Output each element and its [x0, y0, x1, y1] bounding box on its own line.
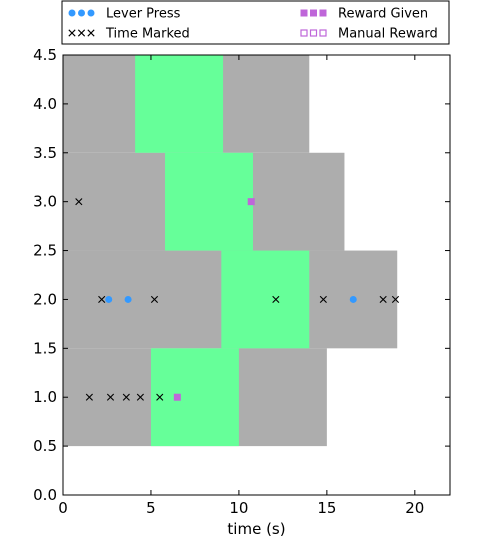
axis-ticks: 0 5 10 15 20 0.0 0.5 1.0 1.5 2.0 2.5 3.0 3.5 4.0 4.5 [33, 46, 450, 517]
legend-label-open-square: Manual Reward [338, 27, 438, 42]
x-tick-label: 10 [229, 499, 248, 517]
legend-frame [61, 0, 450, 45]
x-point-4 [106, 393, 115, 401]
legend-marker-open-square [309, 29, 318, 37]
x-point-2 [85, 393, 93, 401]
legend: Lever Press Time Marked Reward Given Manual… [61, 0, 450, 45]
y-tick-label: 2.5 [33, 242, 57, 260]
y-tick-label: 3.0 [33, 193, 57, 211]
legend-marker-square [319, 9, 327, 17]
y-tick-label: 0.5 [33, 437, 57, 455]
x-point-10 [319, 295, 327, 304]
plot-area [63, 55, 400, 447]
legend-marker-circle [87, 9, 95, 17]
legend-label-circle: Lever Press [106, 7, 181, 22]
x-point-5 [122, 393, 130, 401]
x-point-7 [150, 295, 159, 304]
reward-window-4 [135, 55, 224, 153]
circle-point-1 [105, 295, 113, 303]
y-tick-label: 4.5 [33, 46, 57, 64]
legend-label-square: Reward Given [338, 7, 428, 22]
y-tick-label: 2.0 [33, 290, 57, 308]
legend-marker-square [310, 9, 317, 17]
reward-window-1 [150, 348, 239, 447]
legend-marker-x [68, 29, 76, 37]
legend-marker-x [77, 29, 86, 37]
x-point-9 [272, 295, 280, 304]
plot-frame [62, 54, 451, 496]
x-axis-label: time (s) [227, 520, 285, 538]
legend-marker-square [300, 9, 308, 17]
legend-marker-open-square [300, 29, 308, 37]
circle-point-3 [349, 295, 357, 303]
y-tick-label: 0.0 [33, 486, 57, 504]
x-point-6 [136, 393, 144, 401]
legend-item-x: Time Marked [68, 27, 190, 42]
square-point-2 [173, 393, 181, 401]
x-point-1 [75, 198, 83, 206]
legend-marker-open-square [319, 29, 327, 37]
legend-marker-circle [68, 9, 76, 17]
legend-item-square: Reward Given [300, 7, 428, 22]
legend-marker-circle [78, 9, 85, 17]
circle-point-2 [124, 295, 132, 303]
square-point-1 [247, 198, 255, 206]
x-tick-label: 20 [405, 499, 424, 517]
legend-item-open-square: Manual Reward [300, 27, 438, 42]
y-tick-label: 1.0 [33, 388, 57, 406]
x-tick-label: 15 [317, 499, 336, 517]
reward-window-3 [165, 152, 253, 251]
x-point-8 [156, 393, 164, 401]
legend-item-circle: Lever Press [68, 7, 181, 22]
legend-label-x: Time Marked [105, 27, 190, 42]
y-tick-label: 3.5 [33, 144, 57, 162]
x-point-11 [379, 295, 387, 304]
y-tick-label: 1.5 [33, 339, 57, 357]
x-tick-label: 5 [146, 499, 156, 517]
x-point-3 [98, 295, 106, 304]
legend-marker-x [87, 29, 95, 37]
x-tick-label: 0 [58, 499, 68, 517]
y-tick-label: 4.0 [33, 95, 57, 113]
reward-window-2 [221, 250, 310, 349]
x-point-12 [391, 295, 400, 304]
